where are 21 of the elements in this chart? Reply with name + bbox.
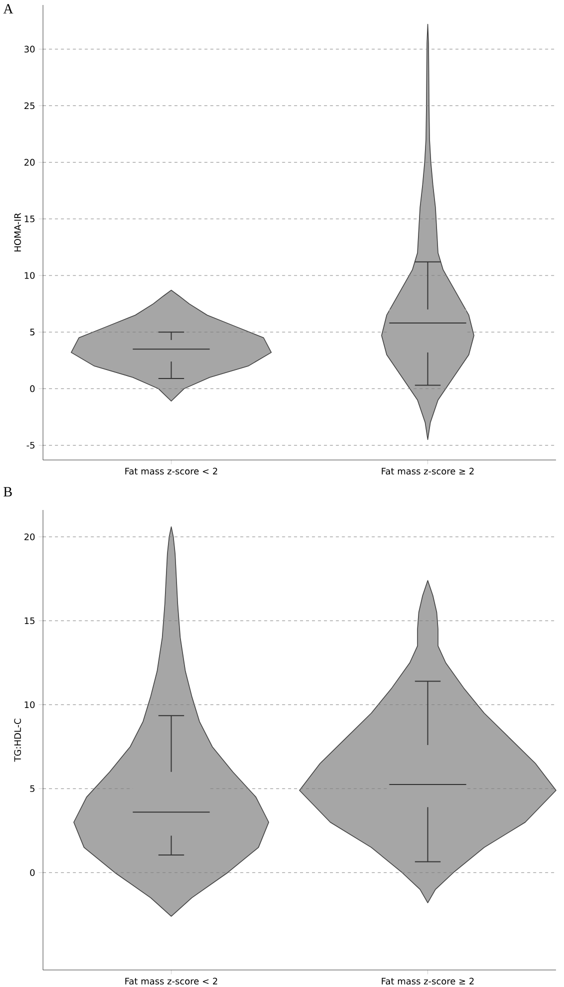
chart-title: A [3,4,14,14]
x-tick-label: Fat mass z-score ≥ 2 [382,468,474,475]
y-axis-title: TG:HDL-C [14,718,21,762]
x-tick-label: Fat mass z-score < 2 [125,978,218,985]
x-tick-label: Fat mass z-score ≥ 2 [382,978,474,985]
y-tick-label: 0 [30,869,35,876]
y-tick-label: 25 [24,102,34,110]
chart-title: B [4,487,12,496]
y-tick-label: 30 [24,46,35,53]
y-tick-label: -5 [26,442,34,449]
y-tick-label: 15 [24,216,34,222]
y-tick-label: 0 [30,385,35,392]
x-tick-label: Fat mass z-score < 2 [125,468,218,475]
y-tick-label: 5 [30,785,34,792]
y-tick-label: 10 [24,701,35,708]
y-tick-label: 15 [24,617,34,624]
y-tick-label: 20 [24,158,35,166]
y-tick-label: 20 [24,533,35,540]
y-axis-title: HOMA-IR [14,212,21,252]
y-tick-label: 5 [30,328,34,336]
y-tick-label: 10 [24,272,35,279]
